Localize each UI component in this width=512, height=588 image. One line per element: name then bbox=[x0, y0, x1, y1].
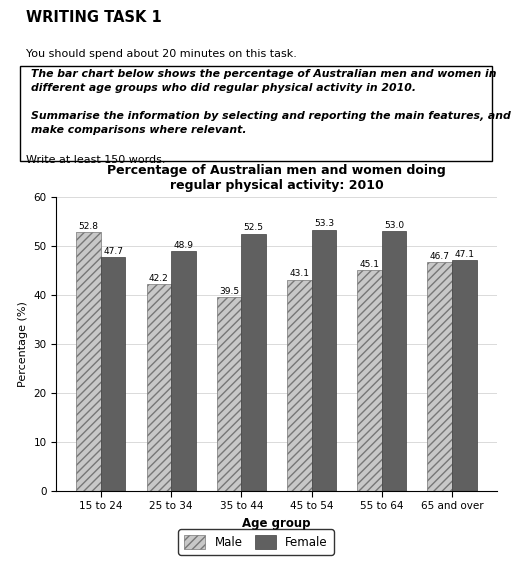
Legend: Male, Female: Male, Female bbox=[178, 529, 334, 554]
Bar bbox=[241, 234, 266, 491]
Text: 53.0: 53.0 bbox=[384, 221, 404, 230]
Bar bbox=[171, 252, 196, 491]
Bar bbox=[382, 231, 407, 491]
Text: 45.1: 45.1 bbox=[359, 259, 379, 269]
FancyBboxPatch shape bbox=[20, 66, 492, 161]
Text: 46.7: 46.7 bbox=[430, 252, 450, 260]
Text: 52.8: 52.8 bbox=[79, 222, 99, 230]
Bar bbox=[428, 262, 452, 491]
X-axis label: Age group: Age group bbox=[242, 517, 311, 530]
Text: The bar chart below shows the percentage of Australian men and women in
differen: The bar chart below shows the percentage… bbox=[31, 69, 510, 135]
Text: 48.9: 48.9 bbox=[174, 241, 194, 250]
Text: 42.2: 42.2 bbox=[149, 274, 169, 283]
Text: 47.7: 47.7 bbox=[103, 247, 123, 256]
Text: 53.3: 53.3 bbox=[314, 219, 334, 228]
Y-axis label: Percentage (%): Percentage (%) bbox=[18, 301, 28, 387]
Text: You should spend about 20 minutes on this task.: You should spend about 20 minutes on thi… bbox=[26, 49, 296, 59]
Text: WRITING TASK 1: WRITING TASK 1 bbox=[26, 11, 161, 25]
Text: 43.1: 43.1 bbox=[289, 269, 309, 278]
Text: 52.5: 52.5 bbox=[244, 223, 264, 232]
Bar bbox=[76, 232, 101, 491]
Text: Write at least 150 words.: Write at least 150 words. bbox=[26, 155, 165, 165]
Text: 39.5: 39.5 bbox=[219, 287, 239, 296]
Bar bbox=[312, 230, 336, 491]
Bar bbox=[287, 280, 312, 491]
Bar bbox=[357, 270, 382, 491]
Bar bbox=[101, 258, 125, 491]
Title: Percentage of Australian men and women doing
regular physical activity: 2010: Percentage of Australian men and women d… bbox=[107, 163, 446, 192]
Text: 47.1: 47.1 bbox=[454, 250, 474, 259]
Bar bbox=[217, 298, 241, 491]
Bar bbox=[452, 260, 477, 491]
Bar bbox=[146, 284, 171, 491]
